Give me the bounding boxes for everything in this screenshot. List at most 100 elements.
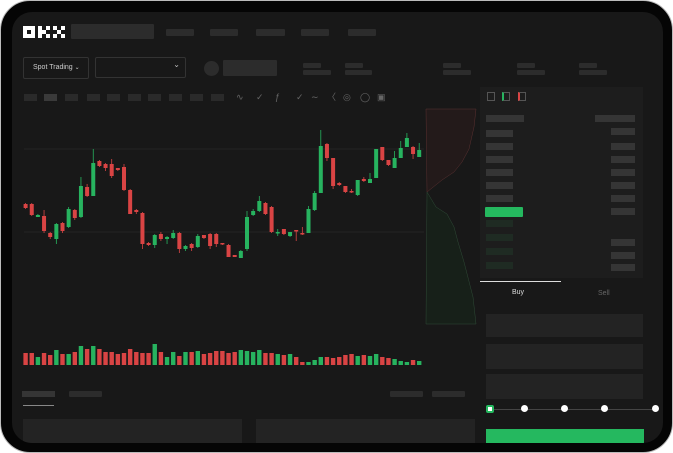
candle-body: [331, 158, 336, 186]
line-icon[interactable]: ∼: [311, 92, 319, 102]
volume-bar: [189, 352, 194, 365]
timeframe-button[interactable]: [211, 94, 224, 101]
stat-label: [345, 63, 363, 68]
price-placeholder: [223, 60, 277, 76]
price-input[interactable]: [486, 314, 643, 337]
depth-asks-area: [425, 108, 477, 193]
volume-bar: [318, 357, 323, 365]
volume-bar: [238, 350, 244, 365]
fullscreen-icon[interactable]: ▣: [377, 92, 386, 102]
timeframe-button[interactable]: [87, 94, 100, 101]
candlestick-chart[interactable]: [12, 12, 482, 382]
tab-history[interactable]: [69, 391, 102, 397]
timeframe-button[interactable]: [169, 94, 182, 101]
volume-bar: [146, 353, 151, 365]
chevron-down-icon: ⌄: [173, 60, 180, 69]
ruler-icon[interactable]: 〈: [327, 92, 337, 102]
total-input[interactable]: [486, 374, 643, 399]
volume-bar: [214, 351, 219, 365]
volume-bar: [287, 354, 293, 365]
candle-body: [349, 191, 354, 193]
okx-logo[interactable]: [23, 26, 65, 38]
bid-size: [611, 264, 635, 271]
volume-bar: [324, 357, 330, 365]
ask-size: [611, 208, 635, 215]
candle-body: [115, 168, 120, 170]
book-bids-icon[interactable]: [502, 92, 510, 101]
candle-body: [374, 149, 379, 178]
check-icon[interactable]: ✓: [296, 92, 304, 102]
volume-bar: [410, 360, 416, 365]
timeframe-button[interactable]: [128, 94, 141, 101]
candle-body: [324, 144, 329, 158]
candle-body: [78, 186, 83, 217]
search-placeholder[interactable]: [71, 24, 154, 39]
settings-icon[interactable]: ◯: [360, 92, 371, 102]
tab-underline: [23, 405, 54, 406]
timeframe-button[interactable]: [190, 94, 203, 101]
nav-item[interactable]: [166, 29, 194, 36]
amount-slider[interactable]: [490, 409, 658, 410]
volume-bar: [306, 362, 311, 365]
tab-buy[interactable]: Buy: [512, 289, 525, 296]
book-asks-icon[interactable]: [518, 92, 526, 101]
ask-size: [611, 182, 635, 189]
slider-stop-25[interactable]: [521, 405, 528, 412]
candle-body: [158, 234, 163, 239]
fx-icon[interactable]: ƒ: [275, 92, 281, 102]
book-header: [486, 115, 524, 122]
spot-trading-dropdown[interactable]: Spot Trading ⌄: [23, 57, 89, 79]
tab-orders[interactable]: [22, 391, 55, 397]
ask-price: [486, 182, 513, 189]
candle-body: [35, 215, 40, 217]
pair-selector[interactable]: ⌄: [95, 57, 186, 78]
volume-bar: [158, 352, 164, 365]
candle-body: [60, 223, 65, 231]
volume-bar: [164, 357, 170, 365]
volume-bar: [330, 358, 336, 365]
check-icon[interactable]: ✓: [256, 92, 264, 102]
candle-body: [417, 150, 422, 157]
chevron-down-icon: ⌄: [74, 65, 80, 71]
ask-size: [611, 128, 635, 135]
candle-body: [300, 233, 305, 235]
timeframe-button-active[interactable]: [44, 94, 57, 101]
slider-handle[interactable]: [486, 405, 494, 413]
slider-stop-50[interactable]: [561, 405, 568, 412]
volume-bar: [373, 354, 379, 365]
volume-bar: [281, 355, 287, 365]
volume-bar: [294, 357, 299, 365]
timeframe-button[interactable]: [148, 94, 161, 101]
nav-item[interactable]: [256, 29, 285, 36]
amount-input[interactable]: [486, 344, 643, 369]
volume-bar: [109, 352, 114, 365]
candle-body: [306, 209, 311, 233]
camera-icon[interactable]: ◎: [343, 92, 351, 102]
buy-button[interactable]: [486, 429, 644, 443]
slider-stop-100[interactable]: [652, 405, 659, 412]
tab-sell[interactable]: Sell: [598, 290, 610, 297]
volume-bar: [367, 356, 373, 365]
nav-item[interactable]: [348, 29, 376, 36]
candle-body: [392, 158, 397, 168]
book-both-icon[interactable]: [487, 92, 495, 101]
filter-button[interactable]: [432, 391, 465, 397]
slider-stop-75[interactable]: [601, 405, 608, 412]
indicator-icon[interactable]: ∿: [236, 92, 244, 102]
timeframe-button[interactable]: [65, 94, 78, 101]
timeframe-button[interactable]: [24, 94, 37, 101]
candle-body: [398, 148, 403, 158]
volume-bar: [29, 353, 34, 365]
volume-bar: [152, 344, 157, 365]
candle-body: [220, 243, 225, 245]
nav-item[interactable]: [301, 29, 329, 36]
stat-label: [443, 63, 461, 68]
filter-button[interactable]: [390, 391, 423, 397]
volume-bar: [35, 357, 41, 365]
stat-label: [579, 63, 597, 68]
candle-body: [294, 230, 299, 232]
candle-body: [29, 204, 34, 215]
timeframe-button[interactable]: [107, 94, 120, 101]
nav-item[interactable]: [210, 29, 238, 36]
ask-size: [611, 156, 635, 163]
